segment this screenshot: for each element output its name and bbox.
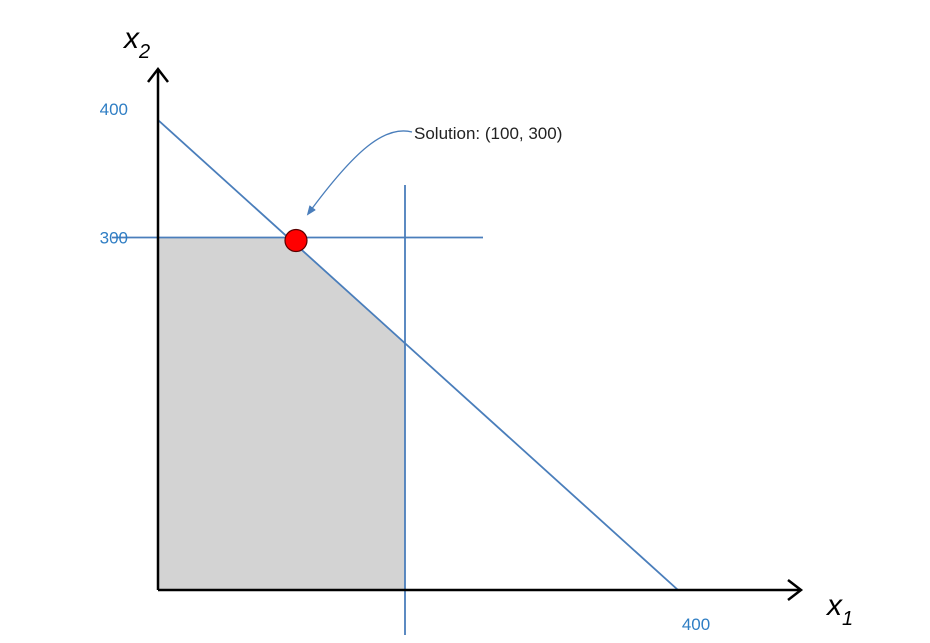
solution-annotation: Solution: (100, 300) — [414, 124, 562, 143]
y-tick-label: 300 — [100, 229, 128, 248]
y-axis-label: x2 — [122, 22, 150, 63]
tick-labels: 400 300 400 — [100, 100, 711, 634]
annotation-arrow-icon — [306, 130, 413, 216]
x-tick-label: 400 — [682, 615, 710, 634]
y-axis-arrow-icon — [147, 66, 169, 83]
y-tick-label: 400 — [100, 100, 128, 119]
feasible-region — [158, 237, 405, 590]
x-axis-label: x1 — [825, 589, 853, 630]
constraint-diagonal-line — [157, 119, 679, 591]
solution-point — [284, 228, 308, 253]
x-axis-arrow-icon — [787, 579, 804, 601]
